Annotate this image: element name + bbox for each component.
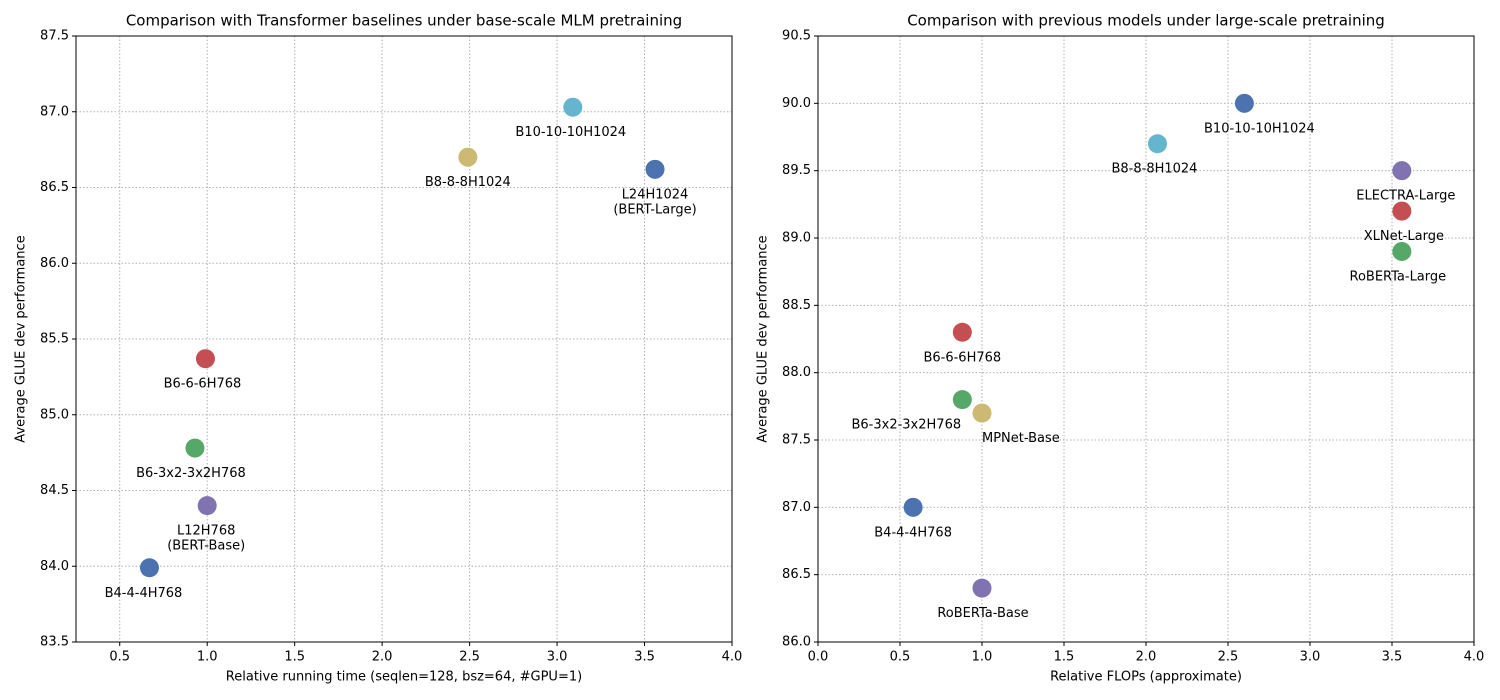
y-axis-label: Average GLUE dev performance xyxy=(756,235,771,442)
y-tick-label: 89.0 xyxy=(782,231,811,246)
x-axis-label: Relative running time (seqlen=128, bsz=6… xyxy=(226,670,582,685)
chart-title: Comparison with Transformer baselines un… xyxy=(126,12,682,30)
point-label-line: B10-10-10H1024 xyxy=(1204,121,1315,136)
point xyxy=(1392,241,1412,261)
y-tick-label: 88.5 xyxy=(782,298,811,313)
plot-frame xyxy=(817,35,1475,643)
point-label: B6-3x2-3x2H768 xyxy=(136,466,246,481)
point-label-line: RoBERTa-Base xyxy=(937,606,1028,621)
point xyxy=(1392,161,1412,181)
point-label-line: B8-8-8H1024 xyxy=(425,175,511,190)
y-tick-label: 87.0 xyxy=(782,500,811,515)
x-tick-label: 1.0 xyxy=(197,650,218,665)
point xyxy=(645,159,665,179)
point-label-line: B8-8-8H1024 xyxy=(1111,161,1197,176)
x-tick-label: 2.0 xyxy=(372,650,393,665)
point xyxy=(1234,93,1254,113)
x-tick-label: 4.0 xyxy=(1464,650,1485,665)
point-label: ELECTRA-Large xyxy=(1356,188,1455,203)
y-tick-label: 85.5 xyxy=(40,332,69,347)
x-tick-label: 2.5 xyxy=(459,650,480,665)
point-label-line: B6-6-6H768 xyxy=(923,350,1001,365)
point xyxy=(1147,134,1167,154)
x-tick-label: 2.5 xyxy=(1218,650,1239,665)
point-label: B6-3x2-3x2H768 xyxy=(851,417,961,432)
y-tick-label: 84.0 xyxy=(40,559,69,574)
x-axis-label: Relative FLOPs (approximate) xyxy=(1050,670,1242,685)
point-label-line: L24H1024 xyxy=(622,187,689,202)
point-label: L12H768 (BERT-Base) xyxy=(167,523,245,553)
point-label-line: XLNet-Large xyxy=(1364,229,1444,244)
point xyxy=(952,390,972,410)
point-label: B10-10-10H1024 xyxy=(515,125,626,140)
point-label-line: (BERT-Base) xyxy=(167,538,245,553)
x-tick-label: 2.0 xyxy=(1136,650,1157,665)
point-label-line: ELECTRA-Large xyxy=(1356,188,1455,203)
point-label: RoBERTa-Large xyxy=(1350,269,1447,284)
point-label: B4-4-4H768 xyxy=(874,525,952,540)
point-label-line: (BERT-Large) xyxy=(613,202,696,217)
x-tick-label: 0.5 xyxy=(890,650,911,665)
x-tick-label: 1.5 xyxy=(1054,650,1075,665)
y-tick-label: 85.0 xyxy=(40,407,69,422)
y-axis-label: Average GLUE dev performance xyxy=(14,235,29,442)
point-label: B6-6-6H768 xyxy=(923,350,1001,365)
point-label: B6-6-6H768 xyxy=(164,376,242,391)
point xyxy=(952,322,972,342)
point xyxy=(197,496,217,516)
y-tick-label: 84.5 xyxy=(40,483,69,498)
y-tick-label: 86.0 xyxy=(782,635,811,650)
x-tick-label: 3.0 xyxy=(547,650,568,665)
chart-title: Comparison with previous models under la… xyxy=(907,12,1385,30)
x-tick-label: 3.5 xyxy=(1382,650,1403,665)
x-tick-label: 4.0 xyxy=(722,650,743,665)
y-tick-label: 87.0 xyxy=(40,104,69,119)
point-label-line: B6-6-6H768 xyxy=(164,376,242,391)
point-label: RoBERTa-Base xyxy=(937,606,1028,621)
point-label: XLNet-Large xyxy=(1364,229,1444,244)
point-label-line: RoBERTa-Large xyxy=(1350,269,1447,284)
y-tick-label: 86.5 xyxy=(782,567,811,582)
y-tick-label: 83.5 xyxy=(40,635,69,650)
y-tick-label: 89.5 xyxy=(782,163,811,178)
x-tick-label: 0.5 xyxy=(109,650,130,665)
point-label-line: MPNet-Base xyxy=(982,431,1060,446)
point-label: MPNet-Base xyxy=(982,431,1060,446)
point-label-line: B4-4-4H768 xyxy=(105,585,183,600)
point xyxy=(563,97,583,117)
point xyxy=(903,497,923,517)
point-label: B10-10-10H1024 xyxy=(1204,121,1315,136)
x-tick-label: 3.5 xyxy=(634,650,655,665)
x-tick-label: 0.0 xyxy=(808,650,829,665)
y-tick-label: 86.0 xyxy=(40,256,69,271)
x-tick-label: 1.5 xyxy=(284,650,305,665)
y-tick-label: 90.0 xyxy=(782,96,811,111)
point-label: B8-8-8H1024 xyxy=(425,175,511,190)
point-label-line: B6-3x2-3x2H768 xyxy=(136,466,246,481)
point-label-line: L12H768 xyxy=(177,523,235,538)
point-label-line: B10-10-10H1024 xyxy=(515,125,626,140)
y-tick-label: 90.5 xyxy=(782,29,811,44)
point xyxy=(195,349,215,369)
y-tick-label: 87.5 xyxy=(782,433,811,448)
y-tick-label: 88.0 xyxy=(782,365,811,380)
x-tick-label: 1.0 xyxy=(972,650,993,665)
point xyxy=(185,438,205,458)
x-tick-label: 3.0 xyxy=(1300,650,1321,665)
point-label: B8-8-8H1024 xyxy=(1111,161,1197,176)
point-label-line: B4-4-4H768 xyxy=(874,525,952,540)
point xyxy=(458,147,478,167)
point xyxy=(1392,201,1412,221)
y-tick-label: 87.5 xyxy=(40,29,69,44)
point xyxy=(972,578,992,598)
plot-frame xyxy=(75,35,733,643)
y-tick-label: 86.5 xyxy=(40,180,69,195)
point-label: B4-4-4H768 xyxy=(105,585,183,600)
point xyxy=(972,403,992,423)
point xyxy=(139,558,159,578)
point-label: L24H1024 (BERT-Large) xyxy=(613,187,696,217)
point-label-line: B6-3x2-3x2H768 xyxy=(851,417,961,432)
